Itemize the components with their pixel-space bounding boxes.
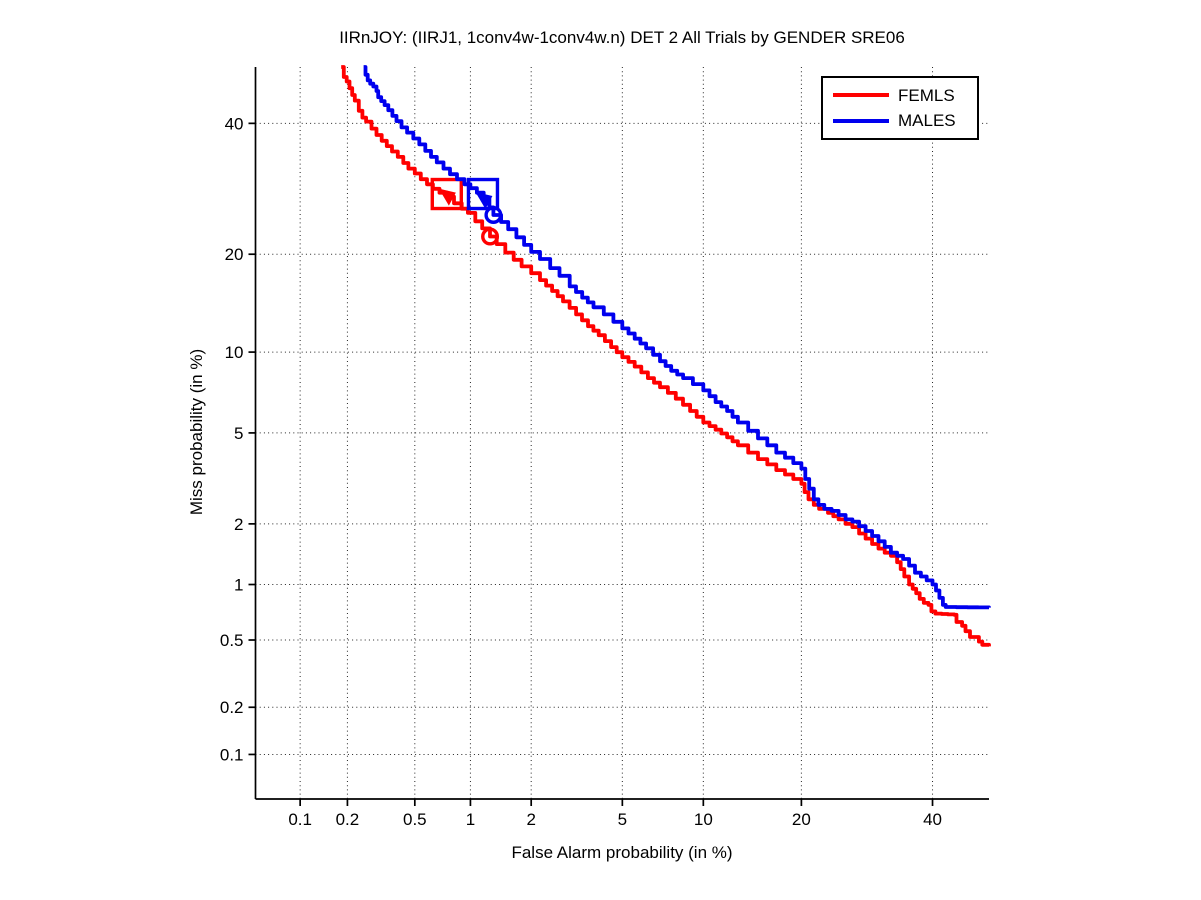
y-tick-label-2: 2 — [234, 515, 243, 534]
y-tick-label-0.2: 0.2 — [220, 698, 244, 717]
legend-label-femls: FEMLS — [898, 85, 955, 105]
arrow-marker-femls — [438, 188, 456, 206]
circle-marker-males — [484, 205, 503, 224]
y-tick-label-40: 40 — [225, 114, 244, 133]
y-axis-label: Miss probability (in %) — [187, 348, 206, 516]
x-tick-label-0.5: 0.5 — [403, 810, 427, 829]
x-axis-label: False Alarm probability (in %) — [511, 843, 733, 862]
arrow-marker-males — [475, 191, 493, 209]
legend-label-males: MALES — [898, 111, 956, 131]
legend-item-males: MALES — [833, 112, 971, 129]
operating-point-box-femls — [430, 177, 463, 211]
y-tick-label-0.1: 0.1 — [220, 745, 244, 764]
legend: FEMLS MALES — [821, 76, 979, 140]
y-tick-label-1: 1 — [234, 575, 243, 594]
x-tick-label-0.2: 0.2 — [336, 810, 360, 829]
legend-item-femls: FEMLS — [833, 87, 971, 104]
y-tick-label-10: 10 — [225, 343, 244, 362]
chart-title: IIRnJOY: (IIRJ1, 1conv4w-1conv4w.n) DET … — [339, 28, 905, 47]
x-tick-label-0.1: 0.1 — [288, 810, 312, 829]
circle-marker-femls — [481, 227, 500, 246]
x-tick-label-20: 20 — [792, 810, 811, 829]
det-curve-males — [363, 65, 991, 610]
x-tick-label-1: 1 — [466, 810, 475, 829]
y-tick-label-20: 20 — [225, 245, 244, 264]
operating-point-box-males — [466, 177, 500, 211]
femls-line-swatch — [833, 93, 889, 98]
x-tick-label-2: 2 — [526, 810, 535, 829]
y-tick-label-0.5: 0.5 — [220, 631, 244, 650]
y-tick-label-5: 5 — [234, 424, 243, 443]
males-line-swatch — [833, 118, 889, 123]
x-tick-label-40: 40 — [923, 810, 942, 829]
det-curve-femls — [341, 65, 991, 647]
x-tick-label-5: 5 — [618, 810, 627, 829]
x-tick-label-10: 10 — [694, 810, 713, 829]
